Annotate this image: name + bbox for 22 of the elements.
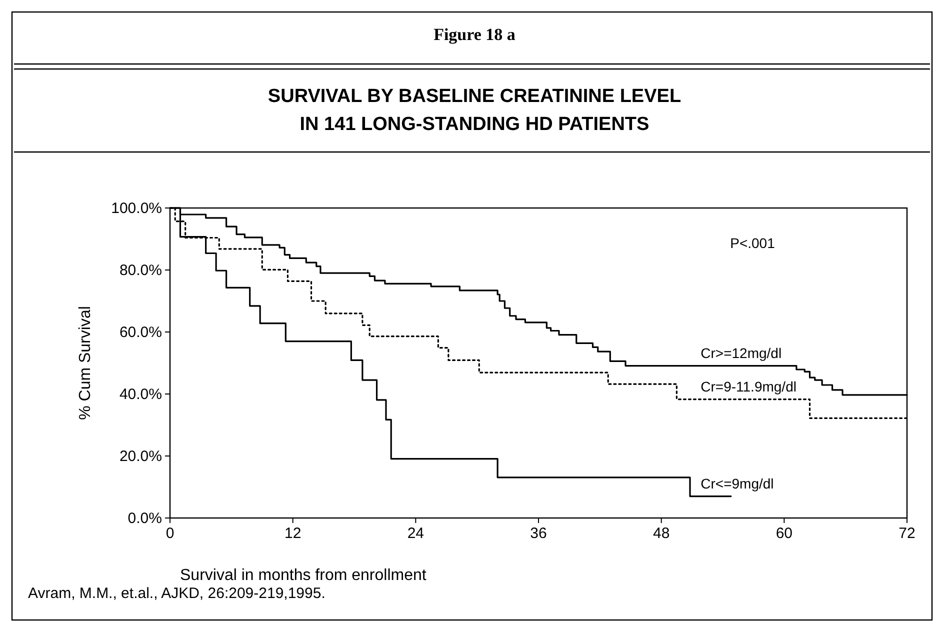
x-tick-label: 36 <box>530 525 547 542</box>
x-tick-label: 12 <box>284 525 302 542</box>
y-tick-label: 0.0% <box>128 510 162 527</box>
y-tick-label: 20.0% <box>119 448 162 465</box>
series-label: Cr>=12mg/dl <box>700 344 782 361</box>
y-tick-label: 40.0% <box>119 386 162 403</box>
y-tick-label: 60.0% <box>119 324 162 341</box>
series-label: Cr<=9mg/dl <box>700 475 774 492</box>
chart-title: SURVIVAL BY BASELINE CREATININE LEVEL IN 141 LONG-STANDING HD PATIENTS <box>268 86 682 135</box>
x-tick-label: 72 <box>898 525 916 542</box>
x-axis-title: Survival in months from enrollment <box>180 567 427 584</box>
caption: Figure 18 a <box>434 25 516 44</box>
y-axis-title: % Cum Survival <box>77 306 94 420</box>
annotation: P<.001 <box>730 235 776 251</box>
x-tick-label: 0 <box>166 525 174 542</box>
y-tick-label: 100.0% <box>111 200 162 217</box>
x-tick-label: 60 <box>776 525 793 542</box>
series-label: Cr=9-11.9mg/dl <box>700 378 796 394</box>
text: Avram, M.M., et.al., AJKD, 26:209-219,1995. <box>28 585 326 602</box>
x-tick-label: 24 <box>407 525 424 542</box>
y-tick-label: 80.0% <box>119 262 162 279</box>
x-tick-label: 48 <box>652 525 670 542</box>
